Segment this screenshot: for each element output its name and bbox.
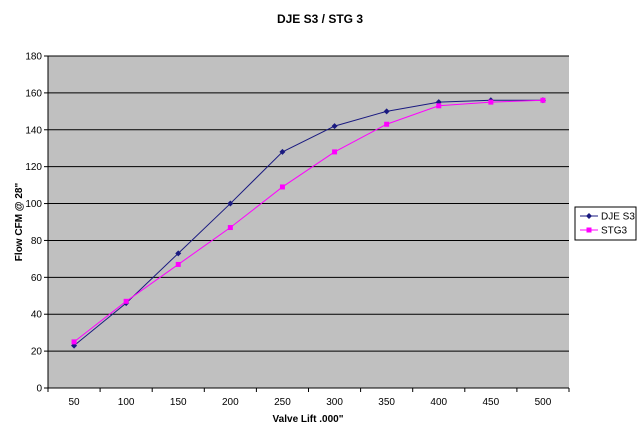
data-point <box>279 184 285 190</box>
x-tick-label: 300 <box>326 397 343 408</box>
data-point <box>540 97 546 103</box>
y-tick-label: 0 <box>36 384 42 395</box>
x-tick-label: 250 <box>274 397 291 408</box>
data-point <box>227 200 234 207</box>
data-point <box>331 123 338 130</box>
legend-marker <box>586 227 592 233</box>
legend: DJE S3 STG3 <box>574 206 637 241</box>
x-tick-label: 400 <box>430 397 447 408</box>
y-tick-label: 100 <box>25 199 42 210</box>
x-tick-label: 100 <box>118 397 135 408</box>
y-tick-label: 180 <box>25 52 42 63</box>
x-axis-title: Valve Lift .000" <box>273 414 344 425</box>
x-tick-label: 350 <box>378 397 395 408</box>
x-tick-label: 500 <box>535 397 552 408</box>
y-tick-label: 80 <box>31 236 43 247</box>
x-tick-label: 450 <box>483 397 500 408</box>
legend-label: DJE S3 <box>601 212 635 223</box>
x-axis-ticks: 50 100 150 200 250 300 350 400 450 500 <box>47 388 570 408</box>
y-tick-label: 20 <box>31 347 43 358</box>
data-point <box>123 298 129 304</box>
y-tick-label: 60 <box>31 273 43 284</box>
data-point <box>175 261 181 267</box>
data-point <box>436 103 442 109</box>
y-axis-title: Flow CFM @ 28" <box>14 183 25 262</box>
plot-area <box>48 56 569 388</box>
y-tick-label: 40 <box>31 310 43 321</box>
y-tick-label: 160 <box>25 88 42 99</box>
data-point <box>332 149 338 155</box>
y-axis-ticks: 0 20 40 60 80 100 120 140 160 180 <box>25 52 48 395</box>
data-point <box>279 148 286 155</box>
series-stg3 <box>71 97 546 345</box>
series-line <box>73 99 543 346</box>
y-tick-label: 140 <box>25 125 42 136</box>
data-point <box>383 108 390 115</box>
x-tick-label: 200 <box>222 397 239 408</box>
legend-marker <box>586 213 592 219</box>
data-point <box>71 339 77 345</box>
data-point <box>175 250 182 257</box>
data-point <box>227 225 233 231</box>
data-point <box>488 99 494 105</box>
x-tick-label: 150 <box>170 397 187 408</box>
legend-box <box>574 206 637 241</box>
legend-label: STG3 <box>601 226 628 237</box>
y-tick-label: 120 <box>25 162 42 173</box>
series-layer <box>71 97 546 349</box>
x-tick-label: 50 <box>68 397 80 408</box>
series-line <box>73 99 543 343</box>
chart-title: DJE S3 / STG 3 <box>277 12 363 26</box>
data-point <box>384 121 390 127</box>
gridlines <box>48 55 569 352</box>
